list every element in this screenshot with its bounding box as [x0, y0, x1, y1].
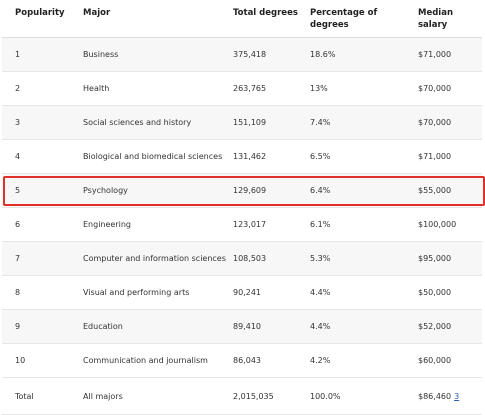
table-cell: 13% — [310, 71, 418, 106]
table-cell: 6 — [2, 207, 83, 242]
cell-text: All majors — [83, 391, 123, 401]
table-row: 2 Health 263,765 13% $70,000 — [2, 71, 482, 106]
column-header: Percentage of degrees — [310, 0, 418, 38]
table-cell: $95,000 — [418, 241, 482, 276]
column-header: Popularity — [2, 0, 83, 38]
table-cell: 5 — [2, 173, 83, 208]
table-cell: 6.4% — [310, 173, 418, 208]
table-cell: 100.0% — [310, 377, 418, 415]
table-row: 3 Social sciences and history 151,109 7.4% $… — [2, 105, 482, 140]
table-cell: Social sciences and history — [83, 105, 233, 140]
table-row: 1 Business 375,418 18.6% $71,000 — [2, 37, 482, 72]
table-cell: 89,410 — [233, 309, 310, 344]
cell-text: Total — [15, 391, 34, 401]
table-row: 10 Communication and journalism 86,043 4.2%… — [2, 343, 482, 378]
total-row: Total All majors 2,015,035 100.0% $86,460 3 — [2, 377, 482, 415]
table-cell: 10 — [2, 343, 83, 378]
table-cell: 3 — [2, 105, 83, 140]
table-row: 8 Visual and performing arts 90,241 4.4% $50… — [2, 275, 482, 310]
table-cell: 108,503 — [233, 241, 310, 276]
table-row: 6 Engineering 123,017 6.1% $100,000 — [2, 207, 482, 242]
table-cell: Visual and performing arts — [83, 275, 233, 310]
table-cell: $52,000 — [418, 309, 482, 344]
table-row: 7 Computer and information sciences 108,50… — [2, 241, 482, 276]
table-cell: 6.5% — [310, 139, 418, 174]
table-cell: 6.1% — [310, 207, 418, 242]
table-cell: 9 — [2, 309, 83, 344]
table-cell: 7.4% — [310, 105, 418, 140]
table-cell: 375,418 — [233, 37, 310, 72]
table-cell: $70,000 — [418, 71, 482, 106]
table-cell: 129,609 — [233, 173, 310, 208]
table-cell: 8 — [2, 275, 83, 310]
table-cell: 1 — [2, 37, 83, 72]
table-cell: $71,000 — [418, 37, 482, 72]
table-cell: 86,043 — [233, 343, 310, 378]
table-cell: 4 — [2, 139, 83, 174]
table-cell: $100,000 — [418, 207, 482, 242]
table-cell: $60,000 — [418, 343, 482, 378]
table-cell: $70,000 — [418, 105, 482, 140]
table-row: 9 Education 89,410 4.4% $52,000 — [2, 309, 482, 344]
footnote-link[interactable]: 3 — [454, 391, 460, 401]
table-cell: Communication and journalism — [83, 343, 233, 378]
table-cell: $55,000 — [418, 173, 482, 208]
table-cell: 123,017 — [233, 207, 310, 242]
table-cell: Engineering — [83, 207, 233, 242]
table-row: 5 Psychology 129,609 6.4% $55,000 — [2, 173, 482, 208]
table-cell: Computer and information sciences — [83, 241, 233, 276]
table-cell: 5.3% — [310, 241, 418, 276]
cell-text: 2,015,035 — [233, 391, 274, 401]
table-cell: Education — [83, 309, 233, 344]
table-cell: $71,000 — [418, 139, 482, 174]
table-cell: Biological and biomedical sciences — [83, 139, 233, 174]
table-cell: $86,460 3 — [418, 377, 482, 415]
table-cell: 263,765 — [233, 71, 310, 106]
column-header: Total degrees — [233, 0, 310, 38]
table-cell: 2 — [2, 71, 83, 106]
cell-text: $86,460 — [418, 391, 452, 401]
table-cell: 7 — [2, 241, 83, 276]
table-cell: 4.2% — [310, 343, 418, 378]
table-row: 4 Biological and biomedical sciences 131,4… — [2, 139, 482, 174]
table-cell: Business — [83, 37, 233, 72]
table-cell: 4.4% — [310, 309, 418, 344]
table-cell: Total — [2, 377, 83, 415]
table-cell: 90,241 — [233, 275, 310, 310]
table-cell: All majors — [83, 377, 233, 415]
table-cell: Health — [83, 71, 233, 106]
column-header: Major — [83, 0, 233, 38]
column-header: Median salary — [418, 0, 482, 38]
header-row: Popularity Major Total degrees Percentage o… — [2, 0, 482, 38]
table-cell: 131,462 — [233, 139, 310, 174]
table-cell: $50,000 — [418, 275, 482, 310]
table-cell: 2,015,035 — [233, 377, 310, 415]
table-body: 1 Business 375,418 18.6% $71,000 2 Health 263,7… — [2, 37, 482, 415]
table-cell: 151,109 — [233, 105, 310, 140]
cell-text: 100.0% — [310, 391, 341, 401]
table-cell: 18.6% — [310, 37, 418, 72]
table-cell: 4.4% — [310, 275, 418, 310]
table-cell: Psychology — [83, 173, 233, 208]
